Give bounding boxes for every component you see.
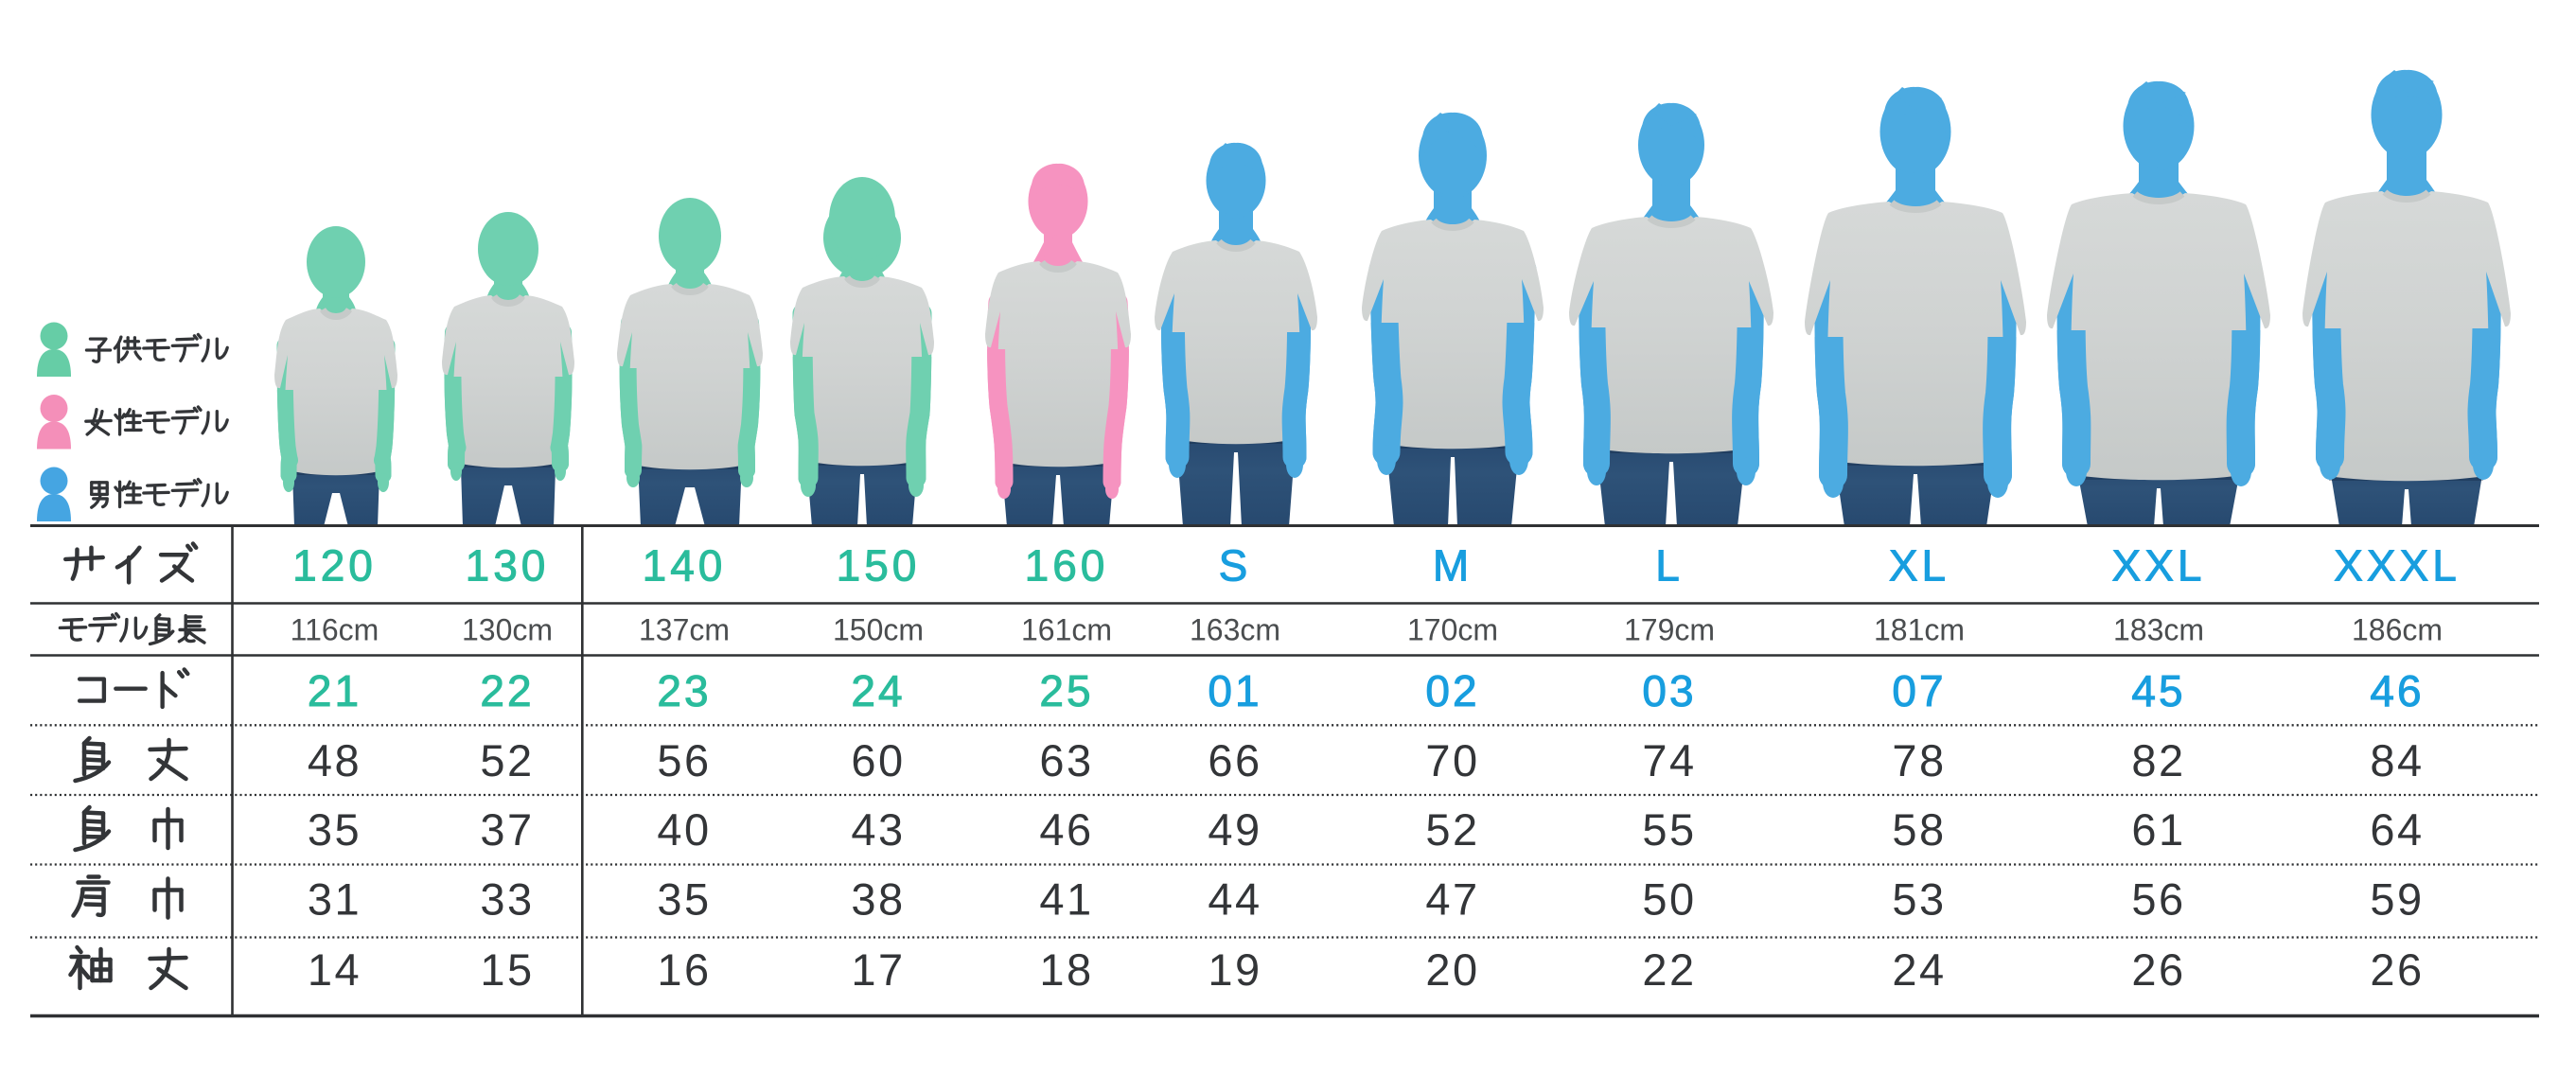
svg-text:55: 55 <box>1642 804 1696 855</box>
svg-text:02: 02 <box>1425 666 1479 715</box>
svg-text:56: 56 <box>2131 874 2185 925</box>
svg-text:66: 66 <box>1208 735 1262 785</box>
svg-text:43: 43 <box>851 804 905 855</box>
svg-text:170cm: 170cm <box>1407 613 1498 647</box>
svg-text:163cm: 163cm <box>1190 613 1280 647</box>
svg-text:19: 19 <box>1208 944 1262 995</box>
svg-text:120: 120 <box>292 540 377 590</box>
svg-text:38: 38 <box>851 874 905 925</box>
svg-text:21: 21 <box>308 666 362 715</box>
svg-text:116cm: 116cm <box>291 613 379 647</box>
svg-text:22: 22 <box>1642 944 1696 995</box>
svg-text:XXL: XXL <box>2112 540 2206 590</box>
svg-text:46: 46 <box>2370 666 2424 715</box>
svg-text:53: 53 <box>1892 874 1946 925</box>
svg-text:33: 33 <box>480 874 534 925</box>
svg-text:18: 18 <box>1039 944 1093 995</box>
svg-text:179cm: 179cm <box>1624 613 1715 647</box>
svg-text:24: 24 <box>1892 944 1946 995</box>
svg-text:44: 44 <box>1208 874 1262 925</box>
svg-text:03: 03 <box>1642 666 1696 715</box>
svg-text:161cm: 161cm <box>1021 613 1112 647</box>
svg-text:14: 14 <box>308 944 362 995</box>
svg-text:M: M <box>1433 540 1473 590</box>
svg-text:L: L <box>1655 540 1684 590</box>
svg-text:37: 37 <box>480 804 534 855</box>
svg-text:23: 23 <box>657 666 711 715</box>
svg-text:70: 70 <box>1425 735 1479 785</box>
svg-text:17: 17 <box>851 944 905 995</box>
svg-text:181cm: 181cm <box>1874 613 1965 647</box>
svg-text:31: 31 <box>308 874 362 925</box>
svg-text:140: 140 <box>643 540 727 590</box>
svg-text:60: 60 <box>851 735 905 785</box>
svg-text:74: 74 <box>1642 735 1696 785</box>
svg-text:56: 56 <box>657 735 711 785</box>
svg-text:50: 50 <box>1642 874 1696 925</box>
svg-text:26: 26 <box>2370 944 2424 995</box>
svg-text:40: 40 <box>657 804 711 855</box>
svg-text:52: 52 <box>480 735 534 785</box>
svg-text:35: 35 <box>308 804 362 855</box>
svg-text:25: 25 <box>1039 666 1093 715</box>
svg-text:61: 61 <box>2131 804 2185 855</box>
svg-text:78: 78 <box>1892 735 1946 785</box>
svg-text:150cm: 150cm <box>833 613 924 647</box>
svg-text:45: 45 <box>2131 666 2185 715</box>
svg-text:183cm: 183cm <box>2113 613 2204 647</box>
svg-text:52: 52 <box>1425 804 1479 855</box>
svg-text:16: 16 <box>657 944 711 995</box>
svg-text:130cm: 130cm <box>462 613 553 647</box>
svg-text:160: 160 <box>1025 540 1109 590</box>
svg-text:22: 22 <box>480 666 534 715</box>
svg-text:137cm: 137cm <box>639 613 730 647</box>
svg-text:186cm: 186cm <box>2352 613 2443 647</box>
svg-text:150: 150 <box>837 540 921 590</box>
svg-text:XXXL: XXXL <box>2334 540 2461 590</box>
svg-text:S: S <box>1219 540 1252 590</box>
svg-text:20: 20 <box>1425 944 1479 995</box>
svg-text:59: 59 <box>2370 874 2424 925</box>
svg-text:58: 58 <box>1892 804 1946 855</box>
svg-text:XL: XL <box>1889 540 1950 590</box>
svg-text:130: 130 <box>466 540 550 590</box>
svg-text:15: 15 <box>480 944 534 995</box>
svg-text:48: 48 <box>308 735 362 785</box>
svg-text:49: 49 <box>1208 804 1262 855</box>
svg-text:07: 07 <box>1892 666 1946 715</box>
svg-text:46: 46 <box>1039 804 1093 855</box>
svg-text:82: 82 <box>2131 735 2185 785</box>
svg-text:01: 01 <box>1208 666 1262 715</box>
svg-text:35: 35 <box>657 874 711 925</box>
svg-text:41: 41 <box>1039 874 1093 925</box>
svg-text:47: 47 <box>1425 874 1479 925</box>
svg-text:84: 84 <box>2370 735 2424 785</box>
svg-text:64: 64 <box>2370 804 2424 855</box>
svg-text:26: 26 <box>2131 944 2185 995</box>
svg-text:63: 63 <box>1039 735 1093 785</box>
svg-text:24: 24 <box>851 666 905 715</box>
